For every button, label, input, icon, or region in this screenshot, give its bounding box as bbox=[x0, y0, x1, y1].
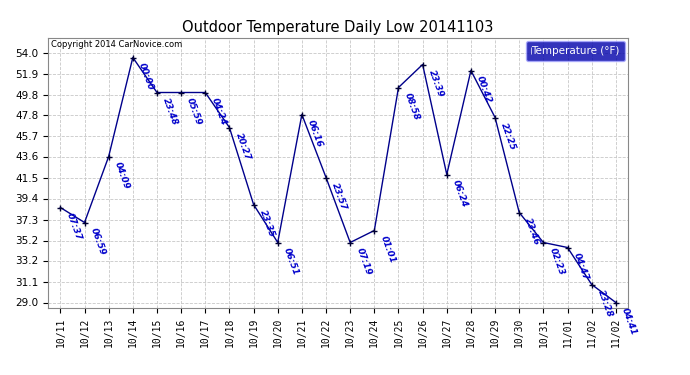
Text: 23:57: 23:57 bbox=[331, 182, 348, 212]
Title: Outdoor Temperature Daily Low 20141103: Outdoor Temperature Daily Low 20141103 bbox=[182, 20, 494, 35]
Text: 04:41: 04:41 bbox=[620, 307, 638, 337]
Text: 07:19: 07:19 bbox=[355, 247, 373, 277]
Text: 06:16: 06:16 bbox=[306, 118, 324, 148]
Text: 00:42: 00:42 bbox=[475, 75, 493, 105]
Text: 06:51: 06:51 bbox=[282, 247, 300, 277]
Text: 04:09: 04:09 bbox=[113, 160, 131, 190]
Text: 04:47: 04:47 bbox=[572, 252, 590, 282]
Text: 20:27: 20:27 bbox=[234, 132, 252, 162]
Text: 02:23: 02:23 bbox=[548, 247, 566, 277]
Text: 05:59: 05:59 bbox=[186, 97, 204, 127]
Text: 23:46: 23:46 bbox=[524, 217, 542, 247]
Text: 01:01: 01:01 bbox=[379, 235, 397, 265]
Text: 00:00: 00:00 bbox=[137, 62, 155, 92]
Text: 23:28: 23:28 bbox=[596, 289, 614, 319]
Text: 06:59: 06:59 bbox=[89, 226, 107, 256]
Legend: Temperature (°F): Temperature (°F) bbox=[526, 40, 624, 61]
Text: 08:58: 08:58 bbox=[403, 92, 421, 122]
Text: 06:24: 06:24 bbox=[451, 178, 469, 209]
Text: 04:24: 04:24 bbox=[210, 97, 228, 127]
Text: 23:48: 23:48 bbox=[161, 97, 179, 127]
Text: 23:35: 23:35 bbox=[258, 209, 276, 238]
Text: 22:25: 22:25 bbox=[500, 122, 518, 152]
Text: 23:39: 23:39 bbox=[427, 69, 445, 99]
Text: Copyright 2014 CarNovice.com: Copyright 2014 CarNovice.com bbox=[51, 40, 182, 49]
Text: 07:37: 07:37 bbox=[65, 211, 83, 242]
